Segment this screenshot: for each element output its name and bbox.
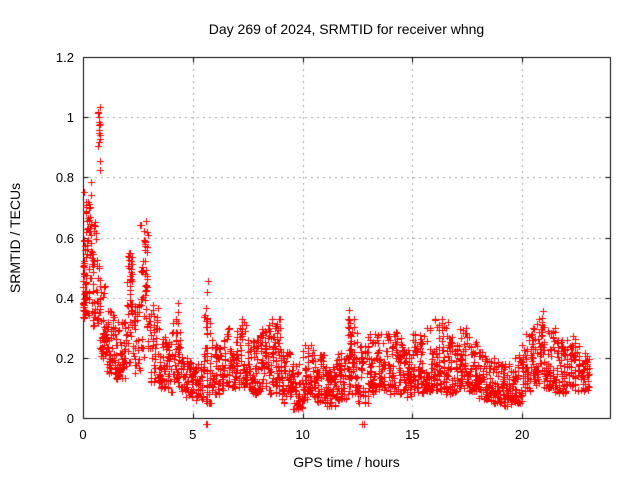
- y-tick-label: 0: [66, 411, 74, 426]
- y-tick-label: 0.4: [55, 290, 74, 306]
- y-tick-label: 0.6: [55, 230, 74, 246]
- x-tick-label: 5: [189, 427, 197, 442]
- chart-title: Day 269 of 2024, SRMTID for receiver whn…: [208, 21, 485, 37]
- x-tick-label: 15: [405, 427, 420, 442]
- y-tick-label: 0.2: [55, 350, 74, 366]
- x-tick-label: 10: [295, 427, 310, 442]
- x-tick-label: 20: [514, 427, 530, 442]
- y-tick-label: 1: [66, 110, 74, 126]
- x-tick-label: 0: [79, 427, 87, 442]
- y-tick-label: 1.2: [55, 50, 74, 65]
- x-axis-label: GPS time / hours: [293, 454, 400, 470]
- y-tick-label: 0.8: [55, 170, 74, 186]
